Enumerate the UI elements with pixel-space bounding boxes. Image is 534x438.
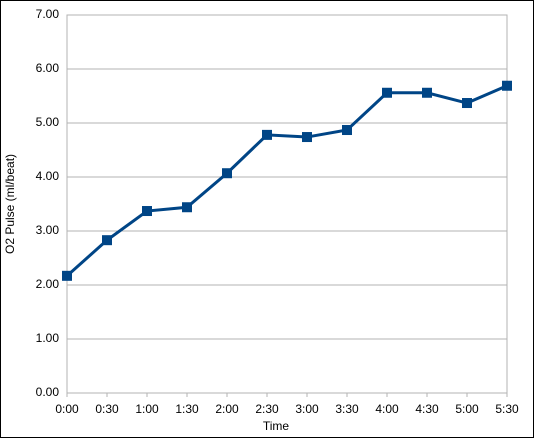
- data-point: [262, 129, 272, 140]
- data-point: [422, 87, 432, 98]
- data-point: [222, 168, 232, 179]
- data-point: [182, 202, 192, 213]
- data-point: [142, 206, 152, 217]
- x-tick-label: 3:30: [335, 402, 359, 416]
- data-point: [342, 125, 352, 136]
- data-point: [502, 80, 512, 91]
- x-tick-label: 5:30: [495, 402, 519, 416]
- y-tick-label: 1.00: [36, 331, 60, 345]
- x-tick-label: 0:30: [95, 402, 119, 416]
- y-tick-label: 3.00: [36, 223, 60, 237]
- x-tick-label: 1:30: [175, 402, 199, 416]
- x-axis-label: Time: [263, 419, 290, 433]
- x-tick-label: 4:00: [375, 402, 399, 416]
- y-tick-label: 5.00: [36, 115, 60, 129]
- x-tick-label: 5:00: [455, 402, 479, 416]
- y-tick-label: 6.00: [36, 61, 60, 75]
- x-tick-label: 0:00: [55, 402, 79, 416]
- data-point: [302, 132, 312, 143]
- plot-frame: [66, 14, 508, 394]
- x-tick-label: 4:30: [415, 402, 439, 416]
- y-tick-label: 7.00: [36, 7, 60, 21]
- data-point: [462, 98, 472, 109]
- data-point: [382, 87, 392, 98]
- series-line: [66, 84, 508, 277]
- x-tick-label: 2:00: [215, 402, 239, 416]
- y-tick-label: 4.00: [36, 169, 60, 183]
- x-tick-label: 3:00: [295, 402, 319, 416]
- y-tick-label: 2.00: [36, 277, 60, 291]
- data-point: [102, 235, 112, 246]
- x-tick-label: 1:00: [135, 402, 159, 416]
- y-axis-label: O2 Pulse (ml/beat): [3, 154, 17, 254]
- data-point: [62, 270, 72, 281]
- x-tick-label: 2:30: [255, 402, 279, 416]
- y-tick-label: 0.00: [36, 385, 60, 399]
